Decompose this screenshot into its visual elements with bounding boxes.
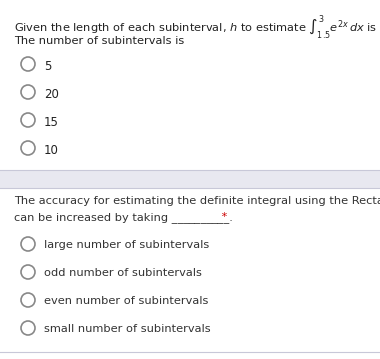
Text: The number of subintervals is: The number of subintervals is — [14, 36, 184, 46]
Text: The accuracy for estimating the definite integral using the Rectangular rule: The accuracy for estimating the definite… — [14, 196, 380, 206]
Text: 5: 5 — [44, 60, 51, 73]
Text: 15: 15 — [44, 116, 59, 129]
Text: odd number of subintervals: odd number of subintervals — [44, 268, 202, 278]
Text: 10: 10 — [44, 144, 59, 157]
Text: can be increased by taking __________.: can be increased by taking __________. — [14, 212, 233, 223]
Text: even number of subintervals: even number of subintervals — [44, 296, 208, 306]
Bar — [0, 170, 380, 188]
Text: large number of subintervals: large number of subintervals — [44, 240, 209, 250]
Text: Given the length of each subinterval, $h$ to estimate $\int_{1.5}^{3} e^{2x}\,dx: Given the length of each subinterval, $h… — [14, 14, 380, 42]
Text: 20: 20 — [44, 88, 59, 101]
Text: small number of subintervals: small number of subintervals — [44, 324, 211, 334]
Text: *: * — [218, 212, 227, 222]
